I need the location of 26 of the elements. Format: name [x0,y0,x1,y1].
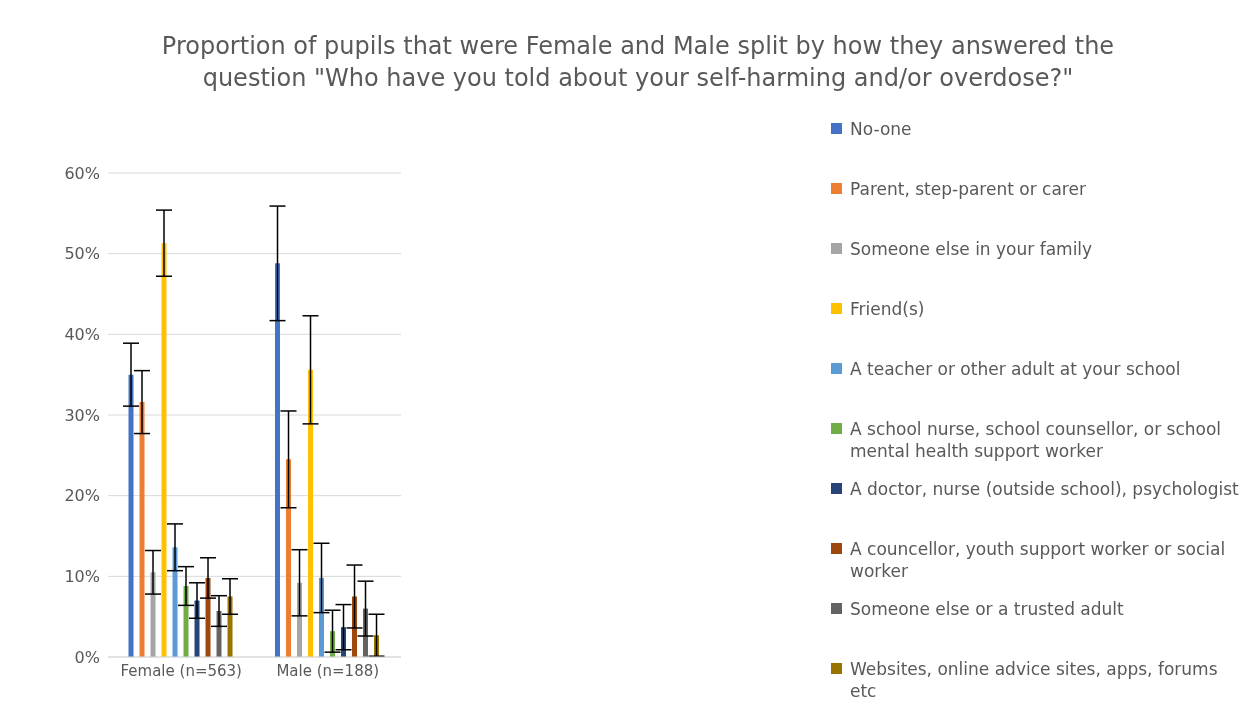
legend-label: A doctor, nurse (outside school), psychologist [850,478,1239,500]
bar [139,402,145,657]
y-tick-label: 10% [64,567,100,587]
legend-label: A school nurse, school counsellor, or school mental health support worker [850,418,1223,462]
legend-label: Someone else in your family [850,238,1093,260]
legend-label: Websites, online advice sites, apps, forums etc [850,658,1219,702]
y-tick-label: 30% [64,405,100,425]
bar [308,369,314,657]
text: Proportion of pupils that were Female and Male split by how they answered the question "Who have you told about your self-harming and/or overdose?" [160,31,1116,94]
y-tick-label: 40% [64,325,100,345]
legend-label: Parent, step-parent or carer [850,178,1086,200]
bar [161,243,167,657]
bar [128,374,134,657]
bar [275,263,281,657]
legend-label: Friend(s) [850,298,925,320]
y-tick-label: 0% [74,647,100,667]
y-tick-label: 60% [64,163,100,183]
bar [286,459,292,657]
x-tick-label: Female (n=563) [120,661,242,680]
x-tick-label: Male (n=188) [276,661,380,680]
legend-label: A teacher or other adult at your school [850,358,1181,380]
y-tick-label: 20% [64,486,100,506]
legend-label: Someone else or a trusted adult [850,598,1124,620]
legend-label: No-one [850,118,912,140]
y-tick-label: 50% [64,244,100,264]
legend-label: A councellor, youth support worker or social worker [850,538,1227,582]
